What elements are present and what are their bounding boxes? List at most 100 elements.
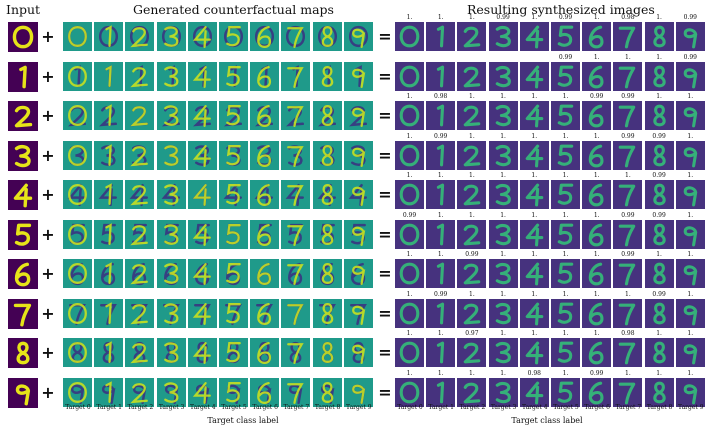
counterfactual-map-2-to-9: [343, 101, 373, 130]
synthesized-image-5-as-2: [457, 219, 487, 249]
input-image-6: [8, 259, 38, 289]
confidence-score: 1.: [500, 211, 506, 219]
synthesized-image-3-as-8: [644, 140, 674, 170]
synthesized-image-0-as-3: [488, 22, 518, 51]
plus-operator: +: [41, 224, 55, 244]
synthesized-image-6-as-4: [519, 259, 549, 288]
equals-operator: =: [378, 382, 392, 402]
synthesized-image-1-as-9: [675, 61, 705, 91]
counterfactual-map-1-to-9: [343, 61, 373, 91]
counterfactual-map-8-to-0: [63, 338, 92, 367]
confidence-score: 0.99: [590, 369, 604, 377]
synthesized-image-9-as-1: [426, 377, 456, 407]
synthesized-image-8-as-4: [519, 338, 549, 367]
confidence-score: 1.: [531, 132, 538, 140]
confidence-score: 0.99: [652, 211, 666, 219]
synthesized-image-2-as-1: [426, 101, 456, 130]
synthesized-image-4-as-1: [426, 180, 456, 209]
counterfactual-map-4-to-9: [343, 180, 373, 209]
map-target-label: Target 9: [346, 404, 372, 411]
input-image-0: [8, 22, 38, 52]
confidence-score: 0.98: [621, 14, 635, 21]
equals-operator: =: [378, 66, 392, 86]
synthesized-image-0-as-1: [426, 22, 456, 51]
plus-operator: +: [41, 264, 55, 283]
synthesized-image-4-as-6: [582, 180, 612, 209]
input-image-1: [8, 61, 38, 92]
counterfactual-map-6-to-2: [125, 259, 155, 288]
counterfactual-map-1-to-6: [250, 61, 280, 91]
synthesized-image-4-as-7: [613, 180, 643, 209]
confidence-score: 1.: [562, 369, 569, 377]
map-target-label: Target 8: [314, 404, 341, 411]
confidence-score: 1.: [500, 172, 506, 179]
synthesized-image-4-as-9: [675, 180, 705, 209]
synthesized-image-2-as-8: [644, 101, 674, 130]
synthesized-image-9-as-8: [644, 377, 674, 407]
synthesized-image-0-as-7: [613, 22, 643, 51]
confidence-score: 0.99: [683, 53, 697, 61]
counterfactual-map-8-to-6: [250, 338, 280, 367]
synthesized-image-0-as-5: [551, 22, 580, 51]
map-target-label: Target 5: [221, 404, 247, 411]
confidence-score: 1.: [562, 132, 569, 140]
confidence-score: 1.: [406, 251, 413, 258]
counterfactual-map-4-to-6: [250, 180, 280, 209]
confidence-score: 1.: [531, 14, 538, 21]
synth-target-label: Target 0: [397, 404, 423, 411]
maps-axis-label: Target class label: [207, 416, 279, 425]
confidence-score: 1.: [625, 172, 631, 179]
counterfactual-map-3-to-7: [281, 140, 311, 170]
plus-operator: +: [41, 303, 55, 323]
equals-operator: =: [378, 224, 392, 244]
confidence-score: 0.98: [527, 369, 541, 377]
confidence-score: 1.: [469, 211, 475, 219]
counterfactual-map-9-to-8: [312, 377, 342, 407]
counterfactual-map-6-to-7: [281, 259, 311, 288]
confidence-score: 1.: [500, 330, 506, 337]
synthesized-image-7-as-8: [644, 298, 674, 328]
synthesized-image-0-as-0: [395, 22, 424, 51]
plus-operator: +: [41, 145, 55, 165]
confidence-score: 1.: [469, 172, 475, 179]
confidence-score: 1.: [406, 172, 413, 179]
confidence-score: 1.: [593, 251, 600, 258]
confidence-score: 1.: [593, 330, 600, 337]
synthesized-image-8-as-3: [488, 338, 518, 367]
counterfactual-map-5-to-4: [187, 219, 217, 249]
synthesized-image-0-as-6: [582, 22, 612, 51]
synthesized-image-2-as-0: [395, 101, 424, 130]
confidence-score: 1.: [437, 172, 444, 179]
equals-operator: =: [378, 264, 392, 283]
counterfactual-map-2-to-7: [281, 101, 311, 130]
synthesized-image-7-as-4: [519, 298, 549, 328]
confidence-score: 1.: [625, 53, 631, 61]
synthesized-image-7-as-0: [395, 298, 424, 328]
confidence-score: 0.99: [652, 172, 666, 179]
synthesized-image-8-as-6: [582, 338, 612, 367]
synthesized-image-5-as-4: [519, 219, 549, 249]
synth-target-label: Target 7: [615, 404, 642, 411]
counterfactual-map-0-to-5: [219, 22, 248, 51]
counterfactual-map-9-to-2: [125, 377, 155, 407]
synthesized-image-9-as-9: [675, 377, 705, 407]
counterfactual-map-4-to-3: [156, 180, 186, 209]
synthesized-image-7-as-7: [613, 298, 643, 328]
synthesized-image-5-as-8: [644, 219, 674, 249]
synthesized-image-1-as-0: [395, 61, 424, 91]
counterfactual-map-9-to-9: [343, 377, 373, 407]
input-image-3: [8, 140, 38, 171]
counterfactual-map-2-to-2: [125, 101, 155, 130]
synthesized-images-header: Resulting synthesized images: [467, 2, 655, 17]
counterfactual-map-5-to-6: [250, 219, 280, 249]
counterfactual-map-0-to-0: [63, 22, 92, 51]
confidence-score: 0.99: [434, 132, 448, 140]
counterfactual-map-3-to-0: [63, 140, 92, 170]
confidence-score: 1.: [531, 290, 538, 298]
synthesized-image-2-as-4: [519, 101, 549, 130]
equals-operator: =: [378, 145, 392, 165]
synthesized-image-0-as-9: [675, 22, 705, 51]
synthesized-image-4-as-2: [457, 180, 487, 209]
confidence-score: 1.: [687, 251, 694, 258]
